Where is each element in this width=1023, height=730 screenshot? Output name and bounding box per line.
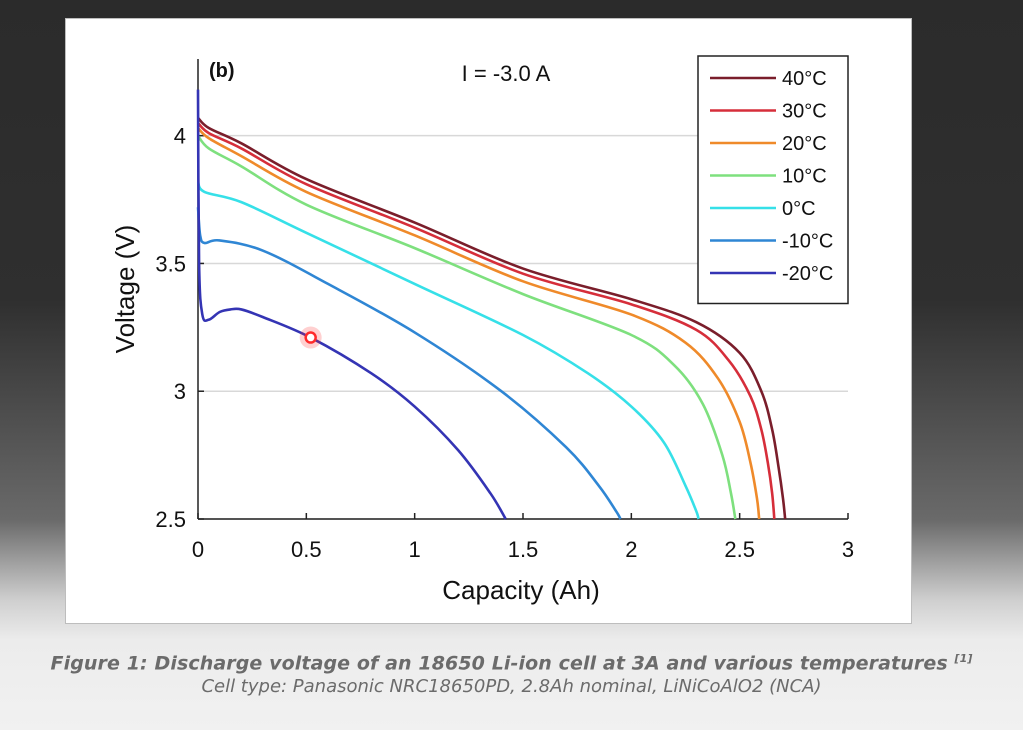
caption-title: Figure 1: Discharge voltage of an 18650 …	[0, 652, 1023, 674]
legend-entry: 10°C	[782, 166, 827, 188]
discharge-voltage-chart: 2.5 3 3.5 4 0 0.5 1 1.5 2 2.5 3 (b) I = -3.0 A Cap…	[110, 55, 854, 605]
caption-title-text: Figure 1: Discharge voltage of an 18650 …	[50, 652, 948, 675]
panel-label: (b)	[209, 60, 235, 82]
x-tick-label: 1.5	[508, 537, 539, 562]
legend-entry: -10°C	[782, 231, 833, 253]
legend-entry: 0°C	[782, 198, 816, 220]
caption-reference: [1]	[954, 652, 973, 665]
x-axis-title: Capacity (Ah)	[442, 575, 600, 605]
legend-box	[697, 55, 849, 305]
legend-entry: 20°C	[782, 133, 827, 155]
figure-caption: Figure 1: Discharge voltage of an 18650 …	[0, 652, 1023, 697]
x-tick-label: 1	[409, 537, 421, 562]
caption-subtitle: Cell type: Panasonic NRC18650PD, 2.8Ah n…	[201, 676, 822, 698]
chart-frame: 2.5 3 3.5 4 0 0.5 1 1.5 2 2.5 3 (b) I = -3.0 A Cap…	[65, 18, 912, 624]
chart-title: I = -3.0 A	[462, 61, 551, 86]
legend-entry: 40°C	[782, 68, 827, 90]
x-tick-label: 2	[625, 537, 637, 562]
x-tick-label: 3	[842, 537, 854, 562]
x-tick-label: 0	[192, 537, 204, 562]
x-tick-label: 0.5	[291, 537, 322, 562]
series-line-6	[196, 89, 507, 520]
y-tick-label: 4	[174, 124, 186, 149]
series-line-5	[196, 207, 622, 520]
series-line-0	[197, 116, 787, 520]
axes: 2.5 3 3.5 4 0 0.5 1 1.5 2 2.5 3	[155, 59, 854, 562]
legend-entry: 30°C	[782, 101, 827, 123]
y-axis-title: Voltage (V)	[110, 225, 140, 354]
series-lines	[196, 89, 787, 520]
y-tick-label: 3.5	[155, 251, 186, 276]
series-line-4	[196, 180, 700, 520]
highlight-point	[304, 331, 317, 344]
legend-entry: -20°C	[782, 263, 833, 285]
series-line-3	[196, 134, 737, 520]
highlight-layer	[299, 326, 322, 349]
x-tick-label: 2.5	[724, 537, 755, 562]
series-line-2	[197, 127, 761, 520]
y-tick-label: 3	[174, 379, 186, 404]
legend: 40°C 30°C 20°C 10°C 0°C -10°C -20°C	[697, 55, 849, 305]
y-tick-label: 2.5	[155, 507, 186, 532]
series-line-1	[197, 121, 776, 520]
